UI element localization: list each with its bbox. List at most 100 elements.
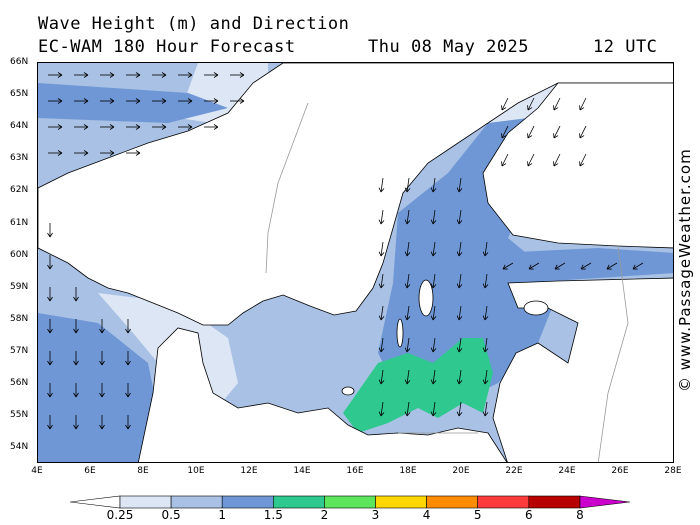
wave-arrow	[178, 98, 193, 104]
land-finland	[482, 82, 673, 249]
wave-arrow	[99, 415, 105, 430]
wave-arrow	[100, 124, 115, 130]
wave-arrow	[456, 273, 463, 289]
wave-arrow	[404, 369, 411, 385]
wave-arrow	[430, 401, 437, 417]
moderate-wave-zone	[38, 83, 228, 123]
wave-arrow	[553, 153, 561, 167]
wave-arrow	[404, 273, 411, 289]
wave-direction-arrows	[47, 72, 644, 430]
legend-swatch	[375, 495, 427, 509]
wave-arrow	[579, 153, 587, 167]
country-border	[265, 102, 629, 462]
lon-label: 4E	[31, 466, 43, 476]
wave-arrow	[456, 241, 463, 257]
lon-label: 14E	[293, 466, 311, 476]
wave-arrow	[501, 97, 509, 111]
wave-arrow	[527, 97, 535, 111]
wave-arrow	[554, 262, 566, 270]
lon-label: 8E	[137, 466, 149, 476]
wave-arrow	[178, 124, 193, 130]
wave-arrow	[482, 401, 489, 417]
legend-swatch	[273, 495, 325, 509]
lat-label: 65N	[10, 89, 29, 100]
wave-arrow	[404, 401, 411, 417]
lat-label: 59N	[10, 281, 29, 292]
wave-arrow	[502, 262, 514, 270]
island-bornholm	[341, 386, 355, 396]
wave-arrow	[378, 401, 385, 417]
lat-label: 62N	[10, 185, 29, 196]
legend-left-arrow	[70, 495, 121, 509]
wave-map-svg	[38, 63, 673, 462]
lat-label: 57N	[10, 345, 29, 356]
lat-label: 61N	[10, 217, 29, 228]
wave-arrow	[632, 262, 644, 270]
island-saaremaa	[523, 300, 549, 316]
wave-arrow	[378, 241, 385, 257]
wave-arrow	[527, 125, 535, 139]
wave-arrow	[404, 337, 411, 353]
legend-swatch	[426, 495, 479, 509]
wave-arrow	[48, 72, 63, 78]
wave-arrow	[152, 98, 167, 104]
wave-arrow	[48, 98, 63, 104]
wave-arrow	[47, 415, 53, 430]
wave-arrow	[73, 415, 79, 430]
wave-arrow	[579, 97, 587, 111]
wave-map	[37, 62, 674, 463]
wave-arrow	[430, 177, 437, 193]
wave-arrow	[73, 351, 79, 366]
wave-arrow	[73, 383, 79, 398]
wave-arrow	[230, 72, 245, 78]
wave-arrow	[204, 98, 219, 104]
legend-label: 6	[524, 508, 533, 522]
wave-arrow	[378, 273, 385, 289]
lon-label: 28E	[664, 466, 682, 476]
wave-arrow	[48, 150, 63, 156]
legend-swatch	[119, 495, 172, 509]
wave-arrow	[47, 383, 53, 398]
legend-label: 1.5	[263, 508, 283, 522]
wave-arrow	[125, 383, 131, 398]
wave-arrow	[378, 337, 385, 353]
wave-arrow	[501, 125, 509, 139]
lat-label: 60N	[10, 249, 29, 260]
wave-arrow	[482, 273, 489, 289]
lon-label: 24E	[558, 466, 576, 476]
lon-label: 22E	[505, 466, 523, 476]
wave-arrow	[430, 241, 437, 257]
wave-arrow	[482, 305, 489, 321]
wave-arrow	[126, 98, 141, 104]
legend-label: 1	[218, 508, 227, 522]
wave-arrow	[47, 287, 53, 302]
wave-arrow	[74, 98, 89, 104]
wave-arrow	[74, 72, 89, 78]
lat-label: 63N	[10, 153, 29, 164]
wave-arrow	[456, 209, 463, 225]
wave-arrow	[456, 177, 463, 193]
legend-label: 3	[371, 508, 380, 522]
high-wave-zone	[343, 338, 493, 433]
wave-arrow	[204, 72, 219, 78]
legend-label: 0.5	[161, 508, 181, 522]
wave-arrow	[527, 153, 535, 167]
wave-arrow	[99, 383, 105, 398]
wave-arrow	[99, 319, 105, 334]
lat-label: 55N	[10, 410, 29, 421]
wave-arrow	[404, 305, 411, 321]
lat-label: 66N	[10, 57, 29, 67]
wave-arrow	[430, 305, 437, 321]
wave-arrow	[125, 351, 131, 366]
forecast-subtitle: EC-WAM 180 Hour Forecast	[38, 37, 296, 57]
wave-arrow	[579, 125, 587, 139]
wave-arrow	[501, 153, 509, 167]
land-continent-south	[138, 327, 508, 462]
wave-arrow	[378, 177, 385, 193]
wave-arrow	[378, 209, 385, 225]
wave-arrow	[456, 305, 463, 321]
wave-arrow	[430, 273, 437, 289]
legend-label: 4	[422, 508, 431, 522]
wave-arrow	[553, 125, 561, 139]
lat-label: 56N	[10, 378, 29, 388]
